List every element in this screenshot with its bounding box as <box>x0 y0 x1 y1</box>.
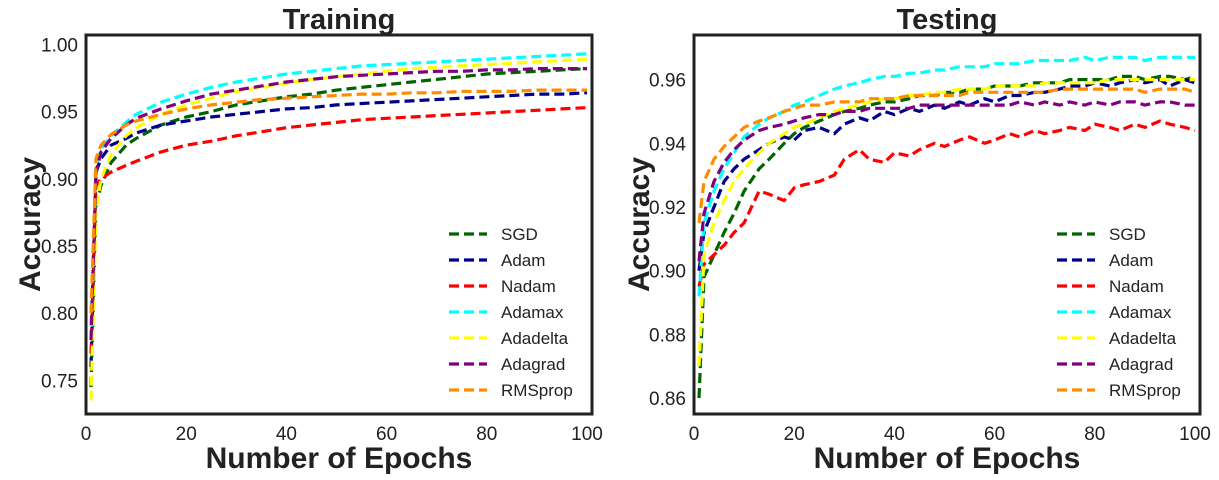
y-tick-label: 0.90 <box>649 262 686 283</box>
x-axis-label: Number of Epochs <box>206 442 473 475</box>
chart-0: 0 20 40 60 80 100 0.75 0.80 0.85 0.90 0.95 1.00 Trai… <box>14 4 603 475</box>
series-group <box>89 52 588 401</box>
chart-title: Training <box>283 4 396 36</box>
legend-label: Adamax <box>1109 303 1172 322</box>
series-line-adagrad <box>697 100 1195 262</box>
legend-label: Adagrad <box>501 355 565 374</box>
x-tick-label: 0 <box>81 424 92 445</box>
y-tick-label: 0.90 <box>41 170 78 191</box>
y-tick-label: 0.96 <box>649 71 686 92</box>
legend: SGD Adam Nadam Adamax Adadelta Adagrad RMSprop <box>449 225 573 400</box>
legend-label: RMSprop <box>1109 381 1181 400</box>
y-tick-label: 0.75 <box>41 371 78 392</box>
x-axis-label: Number of Epochs <box>814 442 1081 475</box>
series-line-nadam <box>89 106 588 354</box>
legend-label: Adamax <box>501 303 564 322</box>
y-tick-label: 0.88 <box>649 325 686 346</box>
chart-title: Testing <box>897 4 998 36</box>
x-tick-label: 20 <box>176 424 197 445</box>
series-group <box>697 55 1196 399</box>
series-line-adamax <box>89 52 588 327</box>
series-line-adagrad <box>89 67 587 341</box>
y-tick-label: 1.00 <box>41 35 78 56</box>
series-line-adadelta <box>697 78 1195 367</box>
series-line-sgd <box>697 74 1196 399</box>
legend-label: SGD <box>1109 225 1146 244</box>
x-tick-label: 80 <box>1084 424 1105 445</box>
series-line-adamax <box>697 55 1195 297</box>
legend-label: Adam <box>501 251 545 270</box>
y-tick-label: 0.92 <box>649 198 686 219</box>
legend-label: Adadelta <box>1109 329 1177 348</box>
x-tick-label: 0 <box>689 424 700 445</box>
x-tick-label: 40 <box>276 424 297 445</box>
y-tick-label: 0.85 <box>41 237 78 258</box>
x-tick-label: 60 <box>984 424 1005 445</box>
x-tick-label: 60 <box>376 424 397 445</box>
chart-1: 0 20 40 60 80 100 0.86 0.88 0.90 0.92 0.94 0.96 Test… <box>623 4 1211 475</box>
plot-frame <box>84 33 594 416</box>
x-tick-label: 100 <box>571 424 603 445</box>
x-tick-label: 20 <box>784 424 805 445</box>
series-line-sgd <box>89 67 588 388</box>
legend: SGD Adam Nadam Adamax Adadelta Adagrad RMSprop <box>1057 225 1181 400</box>
series-line-nadam <box>697 119 1196 287</box>
legend-label: Adadelta <box>501 329 569 348</box>
y-tick-label: 0.80 <box>41 304 78 325</box>
legend-label: Nadam <box>1109 277 1164 296</box>
x-tick-label: 40 <box>884 424 905 445</box>
x-tick-label: 100 <box>1179 424 1211 445</box>
y-tick-label: 0.86 <box>649 389 686 410</box>
legend-label: Nadam <box>501 277 556 296</box>
series-line-rmsprop <box>697 87 1196 224</box>
x-tick-label: 80 <box>476 424 497 445</box>
y-tick-label: 0.95 <box>41 103 78 124</box>
legend-label: SGD <box>501 225 538 244</box>
plot-frame <box>692 33 1202 416</box>
legend-label: RMSprop <box>501 381 573 400</box>
legend-label: Adagrad <box>1109 355 1173 374</box>
y-axis-label: Accuracy <box>14 157 47 292</box>
y-tick-label: 0.94 <box>649 134 686 155</box>
y-axis-label: Accuracy <box>623 157 656 292</box>
legend-label: Adam <box>1109 251 1153 270</box>
series-line-rmsprop <box>89 88 587 314</box>
